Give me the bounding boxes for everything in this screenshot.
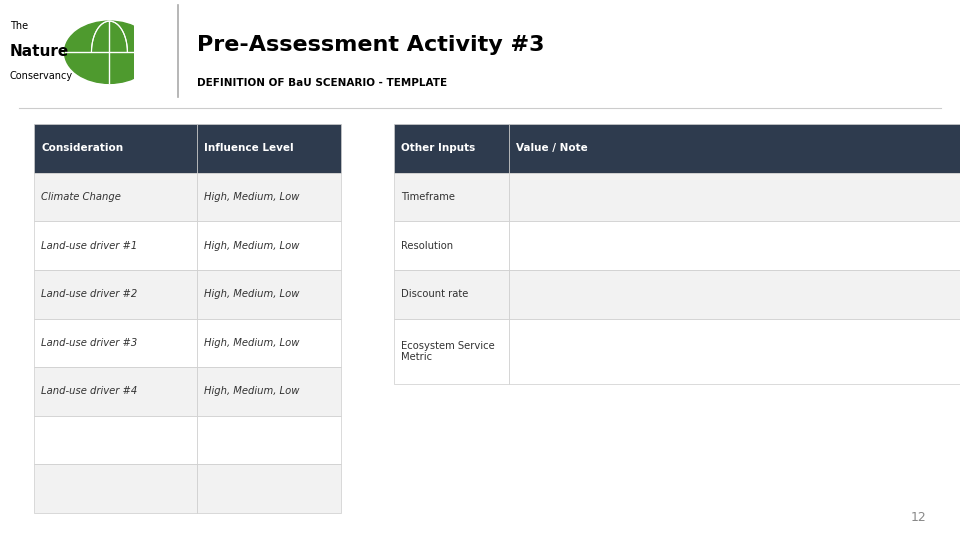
Text: The: The — [10, 21, 28, 31]
Text: Value / Note: Value / Note — [516, 144, 588, 153]
FancyBboxPatch shape — [394, 270, 509, 319]
FancyBboxPatch shape — [34, 221, 197, 270]
FancyBboxPatch shape — [34, 416, 197, 464]
Text: Consideration: Consideration — [41, 144, 124, 153]
FancyBboxPatch shape — [34, 464, 197, 513]
Circle shape — [64, 21, 155, 83]
FancyBboxPatch shape — [197, 464, 341, 513]
Text: High, Medium, Low: High, Medium, Low — [204, 289, 300, 299]
Text: High, Medium, Low: High, Medium, Low — [204, 387, 300, 396]
FancyBboxPatch shape — [394, 124, 509, 173]
Text: Influence Level: Influence Level — [204, 144, 294, 153]
FancyBboxPatch shape — [34, 270, 197, 319]
Text: Pre-Assessment Activity #3: Pre-Assessment Activity #3 — [197, 35, 544, 55]
Text: DEFINITION OF BaU SCENARIO - TEMPLATE: DEFINITION OF BaU SCENARIO - TEMPLATE — [197, 78, 447, 89]
Text: Nature: Nature — [10, 44, 69, 59]
FancyBboxPatch shape — [394, 221, 509, 270]
Text: Conservancy: Conservancy — [10, 71, 73, 82]
Text: High, Medium, Low: High, Medium, Low — [204, 338, 300, 348]
Text: Resolution: Resolution — [401, 241, 453, 251]
FancyBboxPatch shape — [197, 416, 341, 464]
Text: Other Inputs: Other Inputs — [401, 144, 475, 153]
FancyBboxPatch shape — [34, 173, 197, 221]
FancyBboxPatch shape — [34, 124, 197, 173]
FancyBboxPatch shape — [197, 221, 341, 270]
FancyBboxPatch shape — [34, 367, 197, 416]
FancyBboxPatch shape — [509, 221, 960, 270]
FancyBboxPatch shape — [394, 173, 509, 221]
Text: 12: 12 — [911, 511, 926, 524]
Text: Land-use driver #3: Land-use driver #3 — [41, 338, 137, 348]
FancyBboxPatch shape — [197, 124, 341, 173]
Text: Land-use driver #1: Land-use driver #1 — [41, 241, 137, 251]
FancyBboxPatch shape — [197, 270, 341, 319]
FancyBboxPatch shape — [509, 319, 960, 384]
FancyBboxPatch shape — [34, 319, 197, 367]
Text: Land-use driver #4: Land-use driver #4 — [41, 387, 137, 396]
Text: Ecosystem Service
Metric: Ecosystem Service Metric — [401, 341, 495, 362]
FancyBboxPatch shape — [197, 319, 341, 367]
FancyBboxPatch shape — [197, 367, 341, 416]
Text: Land-use driver #2: Land-use driver #2 — [41, 289, 137, 299]
FancyBboxPatch shape — [509, 124, 960, 173]
FancyBboxPatch shape — [509, 173, 960, 221]
Text: High, Medium, Low: High, Medium, Low — [204, 241, 300, 251]
Text: Discount rate: Discount rate — [401, 289, 468, 299]
FancyBboxPatch shape — [509, 270, 960, 319]
Text: Climate Change: Climate Change — [41, 192, 121, 202]
Text: Timeframe: Timeframe — [401, 192, 455, 202]
Text: High, Medium, Low: High, Medium, Low — [204, 192, 300, 202]
FancyBboxPatch shape — [197, 173, 341, 221]
FancyBboxPatch shape — [394, 319, 509, 384]
